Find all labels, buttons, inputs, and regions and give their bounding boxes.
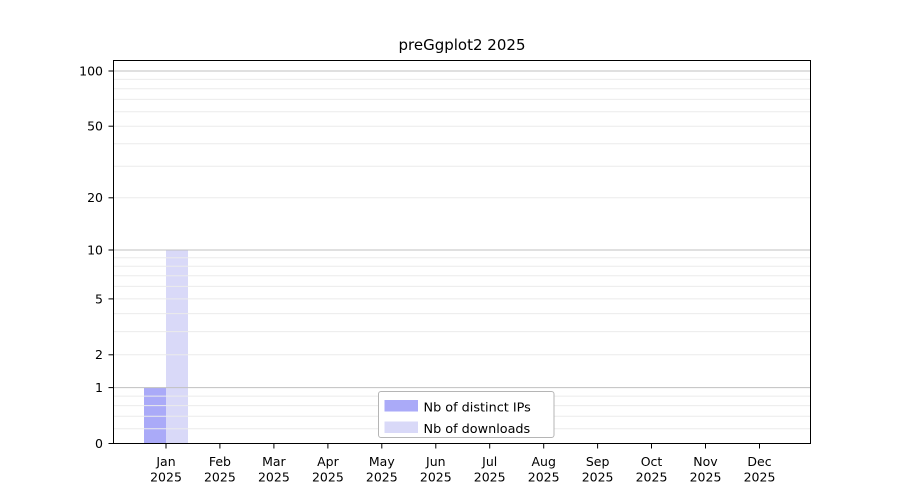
- legend: Nb of distinct IPs Nb of downloads: [378, 391, 555, 438]
- legend-box: [378, 391, 555, 438]
- x-tick-label-feb: Feb: [209, 454, 231, 469]
- legend-swatch-distinct-ips: [384, 400, 418, 412]
- chart-title: preGgplot2 2025: [399, 36, 526, 54]
- x-tick-label-jan: Jan: [155, 454, 175, 469]
- grid-layer: [113, 70, 811, 430]
- bar-nb-of-downloads-jan: [166, 250, 188, 444]
- x-tick-label-may: May: [369, 454, 395, 469]
- legend-label-distinct-ips: Nb of distinct IPs: [424, 401, 532, 416]
- y-tick-label-10: 10: [87, 242, 103, 257]
- plot-border: [113, 60, 811, 444]
- x-tick-label-nov: Nov: [693, 454, 718, 469]
- x-tick-year-dec: 2025: [744, 470, 776, 485]
- x-tick-year-feb: 2025: [204, 470, 236, 485]
- x-tick-year-oct: 2025: [636, 470, 668, 485]
- y-tick-label-1: 1: [95, 380, 103, 395]
- x-tick-year-jan: 2025: [150, 470, 182, 485]
- y-tick-label-2: 2: [95, 347, 103, 362]
- y-tick-label-0: 0: [95, 436, 103, 451]
- x-tick-year-jul: 2025: [474, 470, 506, 485]
- x-tick-year-may: 2025: [366, 470, 398, 485]
- x-tick-year-nov: 2025: [690, 470, 722, 485]
- legend-swatch-downloads: [384, 421, 418, 433]
- y-tick-label-50: 50: [87, 119, 103, 134]
- y-tick-label-5: 5: [95, 291, 103, 306]
- x-tick-label-apr: Apr: [317, 454, 339, 469]
- x-tick-label-jul: Jul: [481, 454, 497, 469]
- bars-layer: [144, 250, 188, 444]
- x-tick-year-mar: 2025: [258, 470, 290, 485]
- x-tick-year-sep: 2025: [582, 470, 614, 485]
- x-tick-label-mar: Mar: [262, 454, 286, 469]
- x-tick-label-jun: Jun: [425, 454, 446, 469]
- y-tick-label-100: 100: [79, 63, 103, 78]
- x-tick-year-jun: 2025: [420, 470, 452, 485]
- x-tick-label-oct: Oct: [641, 454, 663, 469]
- x-tick-label-dec: Dec: [747, 454, 771, 469]
- x-tick-year-aug: 2025: [528, 470, 560, 485]
- x-tick-year-apr: 2025: [312, 470, 344, 485]
- axes-layer: 0125102050100Jan2025Feb2025Mar2025Apr202…: [79, 60, 811, 485]
- legend-label-downloads: Nb of downloads: [424, 422, 531, 437]
- bar-nb-of-distinct-ips-jan: [144, 387, 166, 444]
- x-tick-label-sep: Sep: [586, 454, 610, 469]
- y-tick-label-20: 20: [87, 190, 103, 205]
- x-tick-label-aug: Aug: [531, 454, 555, 469]
